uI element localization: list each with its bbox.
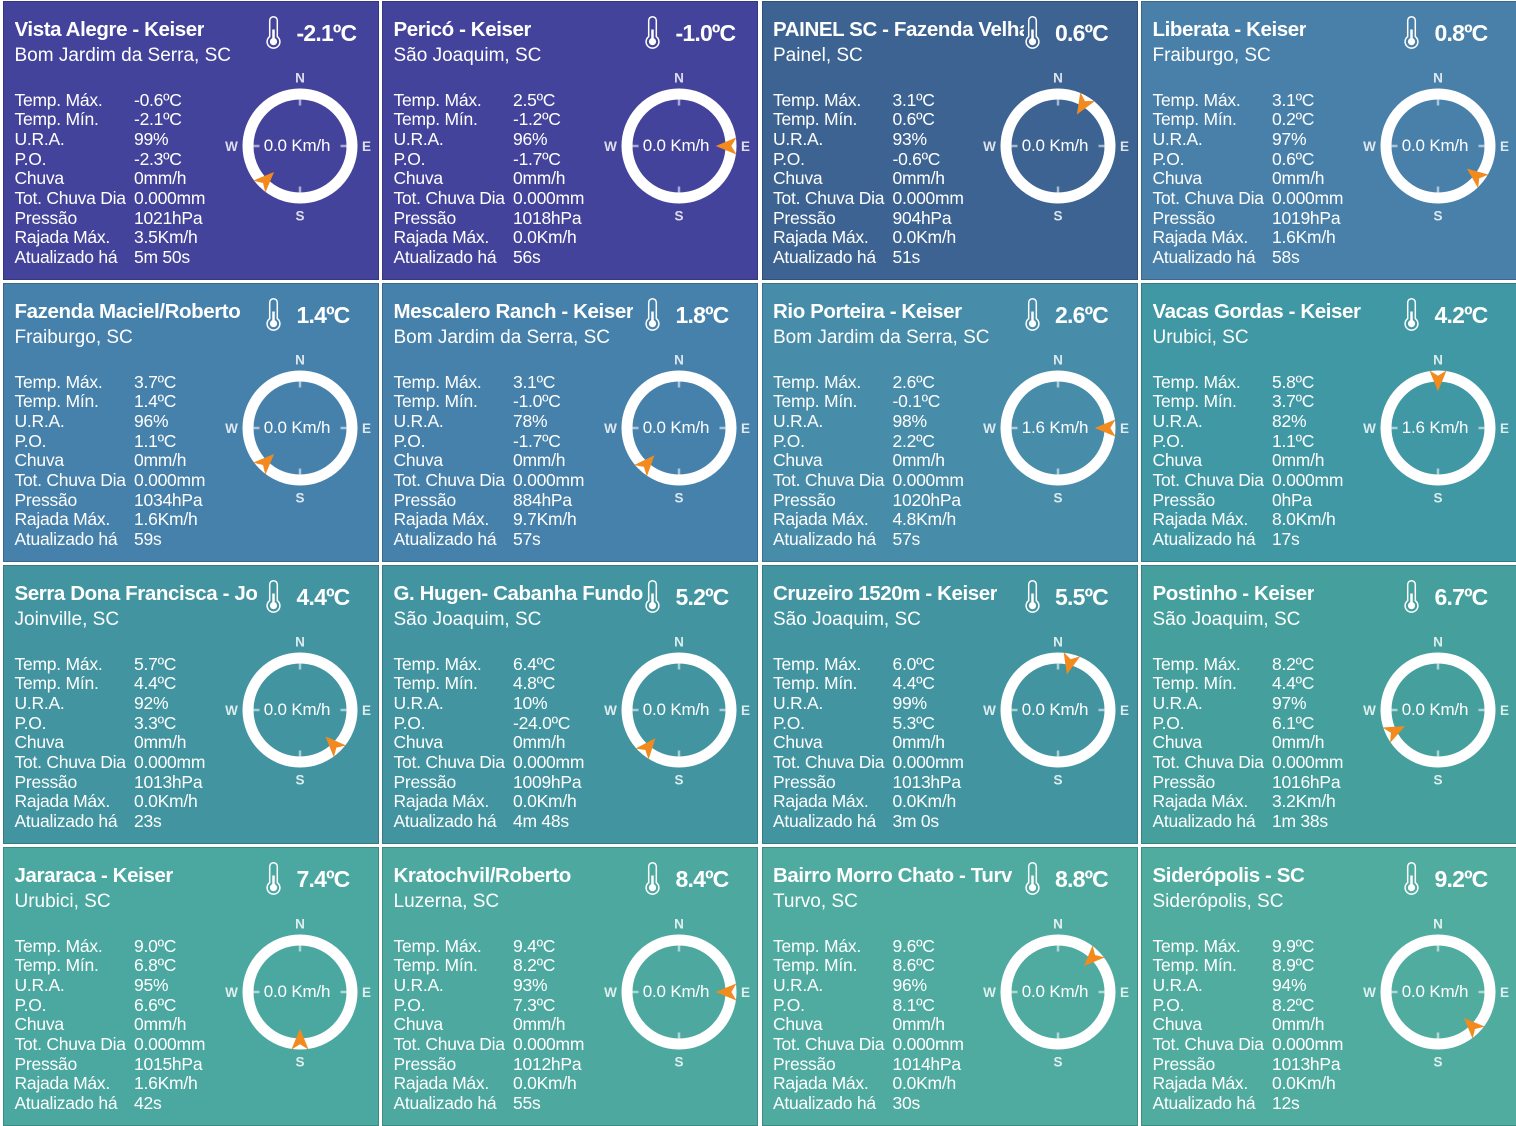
svg-text:W: W — [604, 421, 617, 436]
svg-text:W: W — [1363, 139, 1376, 154]
svg-text:S: S — [674, 491, 683, 506]
svg-text:S: S — [1053, 491, 1062, 506]
svg-text:N: N — [295, 917, 305, 932]
svg-text:N: N — [1433, 71, 1443, 86]
svg-text:W: W — [1363, 985, 1376, 1000]
svg-text:W: W — [604, 985, 617, 1000]
svg-text:N: N — [1053, 353, 1063, 368]
svg-text:E: E — [1499, 985, 1508, 1000]
svg-text:S: S — [1433, 773, 1442, 788]
svg-text:E: E — [1499, 139, 1508, 154]
svg-text:0.0 Km/h: 0.0 Km/h — [642, 982, 708, 1001]
svg-text:0.0 Km/h: 0.0 Km/h — [263, 700, 329, 719]
svg-text:N: N — [1053, 635, 1063, 650]
svg-text:N: N — [1433, 353, 1443, 368]
svg-text:E: E — [1120, 139, 1129, 154]
svg-text:S: S — [1433, 1055, 1442, 1070]
svg-text:N: N — [674, 917, 684, 932]
svg-text:N: N — [295, 635, 305, 650]
svg-text:W: W — [225, 421, 238, 436]
svg-text:S: S — [1053, 1055, 1062, 1070]
svg-text:E: E — [740, 703, 749, 718]
svg-text:W: W — [604, 703, 617, 718]
svg-text:1.6 Km/h: 1.6 Km/h — [1401, 418, 1467, 437]
svg-text:N: N — [295, 71, 305, 86]
svg-text:0.0 Km/h: 0.0 Km/h — [263, 982, 329, 1001]
svg-text:N: N — [1053, 71, 1063, 86]
svg-text:E: E — [361, 139, 370, 154]
svg-text:E: E — [361, 421, 370, 436]
svg-text:S: S — [674, 773, 683, 788]
svg-text:E: E — [1499, 421, 1508, 436]
svg-text:W: W — [983, 985, 996, 1000]
svg-text:W: W — [1363, 703, 1376, 718]
svg-text:E: E — [1499, 703, 1508, 718]
svg-text:S: S — [295, 209, 304, 224]
svg-text:0.0 Km/h: 0.0 Km/h — [642, 700, 708, 719]
svg-text:S: S — [295, 773, 304, 788]
svg-text:W: W — [225, 985, 238, 1000]
svg-text:0.0 Km/h: 0.0 Km/h — [263, 136, 329, 155]
svg-text:N: N — [1433, 635, 1443, 650]
svg-text:0.0 Km/h: 0.0 Km/h — [1022, 982, 1088, 1001]
svg-text:0.0 Km/h: 0.0 Km/h — [1401, 136, 1467, 155]
svg-text:W: W — [983, 421, 996, 436]
svg-text:W: W — [604, 139, 617, 154]
svg-text:S: S — [295, 1055, 304, 1070]
svg-text:1.6 Km/h: 1.6 Km/h — [1022, 418, 1088, 437]
svg-text:0.0 Km/h: 0.0 Km/h — [642, 418, 708, 437]
svg-text:N: N — [295, 353, 305, 368]
svg-text:E: E — [361, 703, 370, 718]
svg-text:0.0 Km/h: 0.0 Km/h — [1401, 700, 1467, 719]
svg-text:W: W — [225, 703, 238, 718]
svg-text:0.0 Km/h: 0.0 Km/h — [263, 418, 329, 437]
svg-text:E: E — [361, 985, 370, 1000]
svg-text:N: N — [674, 353, 684, 368]
svg-text:W: W — [1363, 421, 1376, 436]
svg-text:S: S — [1433, 209, 1442, 224]
svg-text:W: W — [225, 139, 238, 154]
svg-text:0.0 Km/h: 0.0 Km/h — [642, 136, 708, 155]
svg-text:N: N — [1053, 917, 1063, 932]
svg-text:0.0 Km/h: 0.0 Km/h — [1022, 136, 1088, 155]
svg-text:E: E — [1120, 985, 1129, 1000]
svg-text:0.0 Km/h: 0.0 Km/h — [1022, 700, 1088, 719]
svg-text:S: S — [1433, 491, 1442, 506]
svg-text:S: S — [1053, 773, 1062, 788]
svg-text:S: S — [674, 209, 683, 224]
svg-text:E: E — [740, 421, 749, 436]
svg-text:E: E — [1120, 421, 1129, 436]
svg-text:N: N — [674, 635, 684, 650]
svg-text:E: E — [1120, 703, 1129, 718]
svg-text:E: E — [740, 985, 749, 1000]
svg-text:S: S — [674, 1055, 683, 1070]
svg-text:N: N — [674, 71, 684, 86]
svg-text:W: W — [983, 703, 996, 718]
svg-text:W: W — [983, 139, 996, 154]
svg-text:S: S — [295, 491, 304, 506]
svg-text:N: N — [1433, 917, 1443, 932]
svg-text:0.0 Km/h: 0.0 Km/h — [1401, 982, 1467, 1001]
svg-text:S: S — [1053, 209, 1062, 224]
svg-text:E: E — [740, 139, 749, 154]
